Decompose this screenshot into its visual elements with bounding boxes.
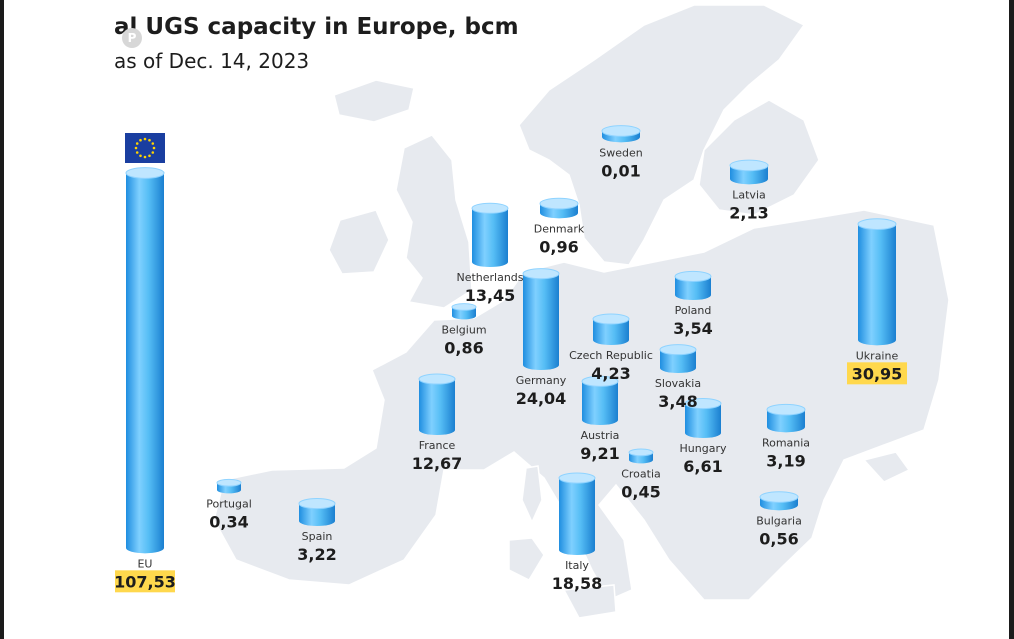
country-label-croatia: Croatia <box>621 467 661 480</box>
flag-star <box>152 146 156 150</box>
flag-star <box>139 138 142 142</box>
value-label-belgium: 0,86 <box>444 338 483 357</box>
cylinder-czech-republic <box>592 313 630 346</box>
country-label-sweden: Sweden <box>599 146 642 159</box>
flag-star <box>151 151 155 154</box>
country-label-spain: Spain <box>302 530 333 543</box>
country-label-germany: Germany <box>516 374 567 387</box>
value-label-czech-republic: 4,23 <box>591 364 630 383</box>
cylinder-portugal <box>216 478 242 494</box>
country-label-czech-republic: Czech Republic <box>569 349 653 362</box>
cylinder-bulgaria <box>759 491 799 511</box>
flag-star <box>148 154 151 158</box>
value-label-poland: 3,54 <box>673 319 712 338</box>
value-label-spain: 3,22 <box>297 545 336 564</box>
country-label-latvia: Latvia <box>732 188 766 201</box>
value-label-bulgaria: 0,56 <box>759 529 798 548</box>
flag-star <box>135 142 139 145</box>
cylinder-latvia <box>729 159 769 185</box>
value-label-croatia: 0,45 <box>621 482 660 501</box>
value-highlight-ukraine <box>847 362 907 385</box>
cylinder-croatia <box>628 448 654 464</box>
cylinder-eu <box>125 167 165 554</box>
value-label-eu: 107,53 <box>114 572 176 591</box>
cylinder-spain <box>298 498 336 527</box>
chart-subtitle: as of Dec. 14, 2023 <box>114 49 310 73</box>
value-label-italy: 18,58 <box>552 574 603 593</box>
flag-star <box>139 154 142 158</box>
cylinder-netherlands <box>471 202 509 268</box>
flag-star <box>151 142 155 145</box>
value-label-netherlands: 13,45 <box>465 286 516 305</box>
cylinder-germany <box>522 268 560 371</box>
cylinder-belgium <box>451 303 477 320</box>
value-label-ukraine: 30,95 <box>852 364 903 383</box>
value-label-france: 12,67 <box>412 454 463 473</box>
cylinder-slovakia <box>659 344 697 374</box>
country-label-slovakia: Slovakia <box>655 377 701 390</box>
value-label-slovakia: 3,48 <box>658 392 697 411</box>
flag-star <box>148 138 151 142</box>
country-label-eu: EU <box>137 557 152 570</box>
country-label-poland: Poland <box>675 304 712 317</box>
value-label-latvia: 2,13 <box>729 203 768 222</box>
value-highlight-eu <box>115 570 175 593</box>
country-label-netherlands: Netherlands <box>456 271 523 284</box>
country-label-portugal: Portugal <box>206 497 252 510</box>
eu-flag-icon <box>125 133 165 163</box>
pinterest-icon[interactable]: P <box>122 28 142 48</box>
country-label-italy: Italy <box>565 559 589 572</box>
cylinder-sweden <box>601 125 641 143</box>
country-label-bulgaria: Bulgaria <box>756 514 802 527</box>
flag-star <box>143 137 147 141</box>
country-label-france: France <box>419 439 456 452</box>
value-label-sweden: 0,01 <box>601 161 640 180</box>
value-label-romania: 3,19 <box>766 451 805 470</box>
cylinder-denmark <box>539 197 579 219</box>
country-label-austria: Austria <box>581 429 620 442</box>
cylinder-ukraine <box>857 218 897 346</box>
window-frame-left <box>0 0 4 639</box>
value-label-austria: 9,21 <box>580 444 619 463</box>
flag-star <box>143 155 147 159</box>
chart-title: al UGS capacity in Europe, bcm <box>114 14 519 40</box>
cylinder-romania <box>766 403 806 433</box>
flag-star <box>135 151 139 154</box>
cylinder-hungary <box>684 397 722 439</box>
cylinder-italy <box>558 472 596 556</box>
country-label-hungary: Hungary <box>680 442 727 455</box>
value-label-denmark: 0,96 <box>539 237 578 256</box>
country-label-ukraine: Ukraine <box>856 349 899 362</box>
cylinder-france <box>418 373 456 436</box>
cylinder-austria <box>581 375 619 426</box>
country-label-denmark: Denmark <box>534 222 585 235</box>
country-label-romania: Romania <box>762 436 810 449</box>
value-label-germany: 24,04 <box>516 389 567 408</box>
cylinder-poland <box>674 270 712 301</box>
country-label-belgium: Belgium <box>441 323 486 336</box>
value-label-hungary: 6,61 <box>683 457 722 476</box>
value-label-portugal: 0,34 <box>209 512 248 531</box>
flag-star <box>134 146 138 150</box>
window-frame-right <box>1009 0 1014 639</box>
